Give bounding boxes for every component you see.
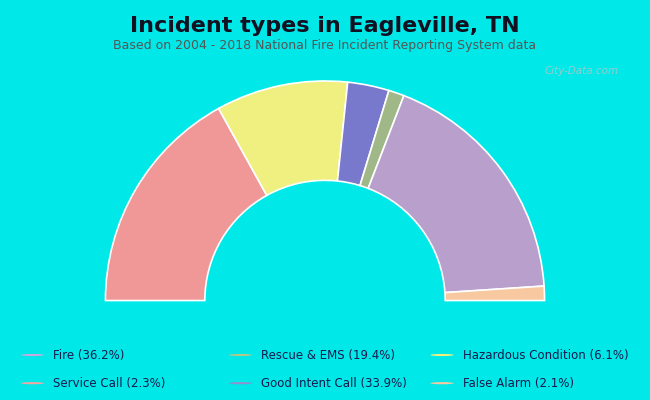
Text: Based on 2004 - 2018 National Fire Incident Reporting System data: Based on 2004 - 2018 National Fire Incid… (114, 40, 536, 52)
Wedge shape (218, 81, 348, 196)
Text: Service Call (2.3%): Service Call (2.3%) (53, 377, 166, 390)
Circle shape (229, 382, 252, 384)
Wedge shape (360, 90, 404, 188)
Circle shape (229, 354, 252, 356)
Text: Incident types in Eagleville, TN: Incident types in Eagleville, TN (130, 16, 520, 36)
Circle shape (21, 382, 44, 384)
Wedge shape (337, 82, 389, 186)
Text: False Alarm (2.1%): False Alarm (2.1%) (463, 377, 574, 390)
Circle shape (21, 354, 44, 356)
Circle shape (430, 382, 454, 384)
Text: City-Data.com: City-Data.com (544, 66, 618, 76)
Wedge shape (368, 96, 544, 293)
Wedge shape (445, 286, 545, 300)
Text: Rescue & EMS (19.4%): Rescue & EMS (19.4%) (261, 348, 395, 362)
Text: Fire (36.2%): Fire (36.2%) (53, 348, 125, 362)
Wedge shape (105, 108, 266, 300)
Text: Good Intent Call (33.9%): Good Intent Call (33.9%) (261, 377, 407, 390)
Text: Hazardous Condition (6.1%): Hazardous Condition (6.1%) (463, 348, 629, 362)
Circle shape (430, 354, 454, 356)
